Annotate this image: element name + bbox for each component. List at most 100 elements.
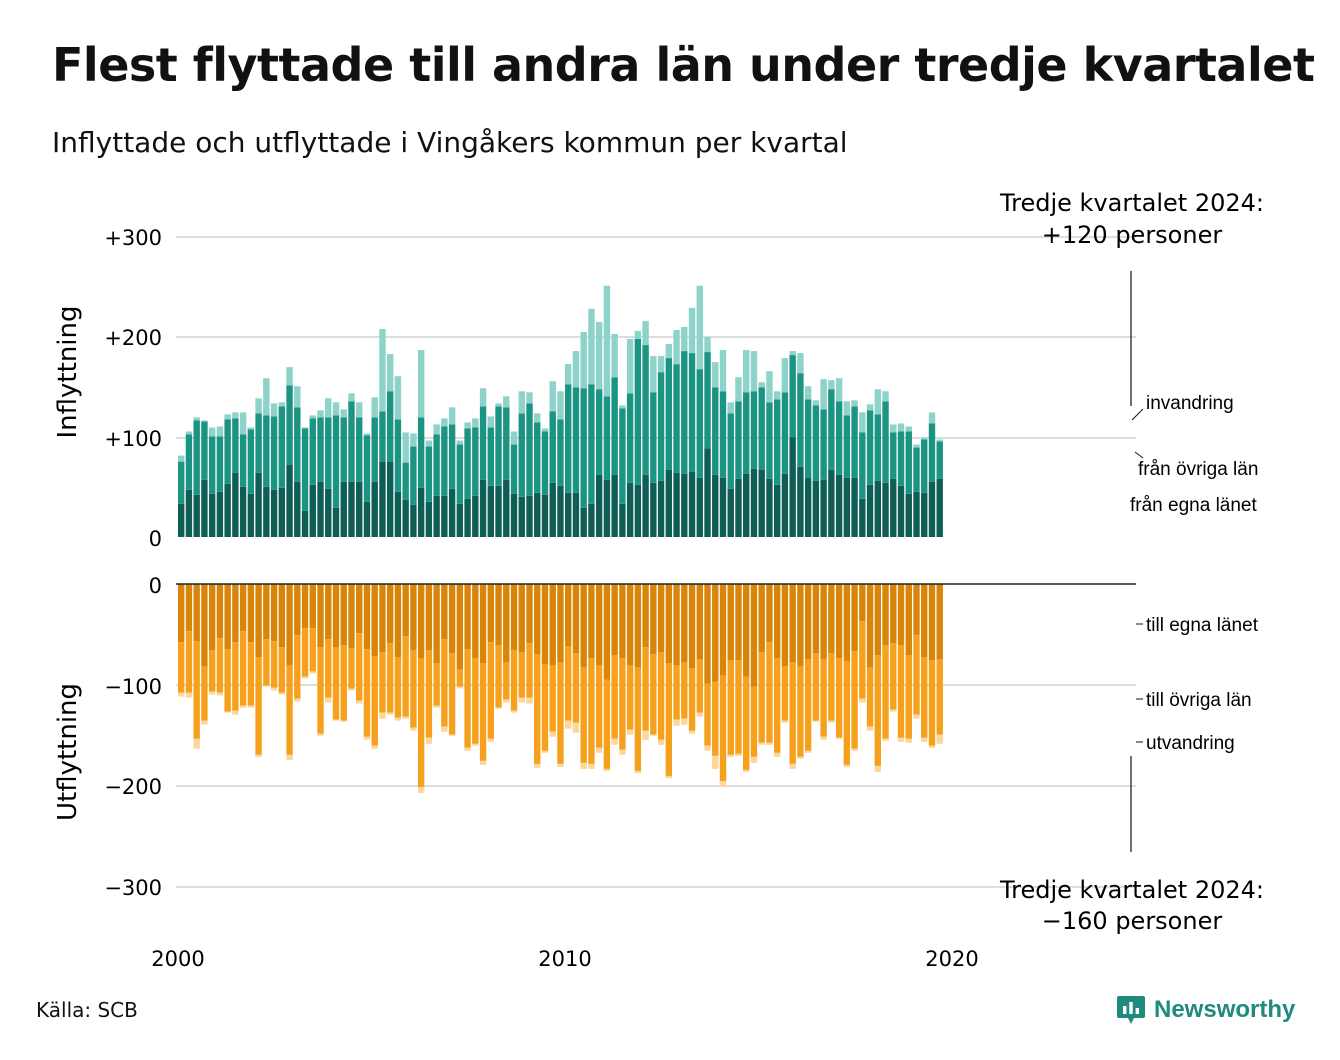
bar-in-local xyxy=(410,504,417,537)
bar-out-emig xyxy=(433,705,440,708)
bar-in-immig xyxy=(665,344,673,359)
bar-in-local xyxy=(441,495,448,537)
bar-out-emig xyxy=(905,738,912,743)
source-note: Källa: SCB xyxy=(36,998,138,1022)
chart-svg: +300 +200 +100 0 0 −100 −200 −300 Inflyt… xyxy=(53,189,1264,971)
bar-in-immig xyxy=(309,415,316,419)
bar-out-local xyxy=(758,584,765,653)
bar-out-other xyxy=(580,667,587,763)
bar-out-local xyxy=(572,584,580,654)
bar-in-local xyxy=(487,485,494,537)
bar-in-local xyxy=(425,501,433,537)
bar-out-emig xyxy=(479,760,487,765)
bar-in-local xyxy=(812,480,820,537)
bar-in-immig xyxy=(704,337,711,353)
bar-in-other xyxy=(696,369,703,478)
bar-in-other xyxy=(294,407,301,482)
bar-out-emig xyxy=(735,753,742,756)
bar-in-other xyxy=(619,408,626,504)
bar-in-immig xyxy=(758,382,765,388)
bar-in-immig xyxy=(580,331,587,389)
bar-in-immig xyxy=(386,354,394,392)
bar-out-other xyxy=(270,641,278,688)
bar-out-emig xyxy=(487,738,494,742)
annotation-outflow-line2: −160 personer xyxy=(1042,907,1223,935)
bar-in-local xyxy=(301,510,309,537)
bar-in-immig xyxy=(812,400,820,406)
bar-in-immig xyxy=(866,404,874,411)
bar-in-other xyxy=(890,432,897,479)
bar-out-emig xyxy=(866,726,874,731)
bar-out-emig xyxy=(394,717,402,721)
bar-out-other xyxy=(874,655,881,766)
bar-in-immig xyxy=(603,285,611,397)
bar-in-local xyxy=(348,481,355,537)
bar-out-emig xyxy=(681,718,688,725)
bar-in-local xyxy=(719,477,727,537)
bar-out-emig xyxy=(820,736,827,740)
bar-in-other xyxy=(325,417,332,489)
bar-in-immig xyxy=(270,403,278,417)
bar-in-immig xyxy=(425,440,433,447)
bar-out-other xyxy=(588,658,595,764)
bar-out-emig xyxy=(286,754,293,760)
bar-in-immig xyxy=(317,410,324,418)
bar-in-other xyxy=(572,387,580,493)
bar-out-emig xyxy=(340,720,347,722)
bar-out-emig xyxy=(773,752,781,757)
bar-out-other xyxy=(479,663,487,761)
bar-in-immig xyxy=(518,391,525,414)
bar-in-immig xyxy=(905,426,912,432)
bar-in-other xyxy=(386,391,394,462)
bar-out-emig xyxy=(595,747,603,753)
bar-in-other xyxy=(897,431,905,486)
bar-in-local xyxy=(743,473,750,537)
bar-out-emig xyxy=(642,730,649,740)
bar-in-other xyxy=(936,441,943,479)
bars-outflow xyxy=(178,584,943,794)
bar-in-immig xyxy=(541,428,549,432)
bar-in-other xyxy=(611,377,618,475)
bar-in-other xyxy=(340,417,347,482)
bar-out-other xyxy=(278,647,286,693)
bar-in-other xyxy=(928,423,936,482)
bar-out-local xyxy=(255,584,262,658)
bar-out-other xyxy=(681,662,688,719)
bar-in-local xyxy=(565,492,572,537)
label-till-egna-lanet: till egna länet xyxy=(1146,615,1259,636)
bar-in-other xyxy=(441,426,448,496)
ytick-in-0: 0 xyxy=(149,527,162,551)
bar-out-emig xyxy=(928,745,936,748)
bar-in-other xyxy=(510,444,518,494)
bar-in-immig xyxy=(712,362,719,388)
bar-out-other xyxy=(208,650,216,692)
bar-out-local xyxy=(510,584,518,651)
bar-out-local xyxy=(828,584,835,654)
bar-in-other xyxy=(185,434,193,490)
bar-in-local xyxy=(278,487,286,537)
bar-in-local xyxy=(386,461,394,537)
bar-in-other xyxy=(580,388,587,508)
bar-out-local xyxy=(309,584,316,629)
bar-out-emig xyxy=(750,756,758,763)
label-fran-ovriga-lan: från övriga län xyxy=(1138,459,1258,480)
bar-in-other xyxy=(363,435,371,502)
bar-in-other xyxy=(433,434,440,496)
bar-in-other xyxy=(626,393,634,483)
bar-in-immig xyxy=(379,328,386,412)
ytick-in-100: +100 xyxy=(104,427,162,451)
bar-in-local xyxy=(673,472,680,537)
xtick-2010: 2010 xyxy=(538,947,591,971)
bar-out-emig xyxy=(402,716,409,719)
bar-in-local xyxy=(526,495,533,537)
bar-in-local xyxy=(332,507,340,537)
bar-out-emig xyxy=(874,765,881,772)
bar-in-local xyxy=(882,482,889,537)
annotation-inflow-line2: +120 personer xyxy=(1042,221,1223,249)
bar-in-other xyxy=(812,405,820,481)
bar-in-immig xyxy=(588,308,595,385)
bar-out-other xyxy=(650,654,657,735)
bar-out-emig xyxy=(317,733,324,736)
bar-out-other xyxy=(665,663,673,776)
bar-in-local xyxy=(541,494,549,537)
